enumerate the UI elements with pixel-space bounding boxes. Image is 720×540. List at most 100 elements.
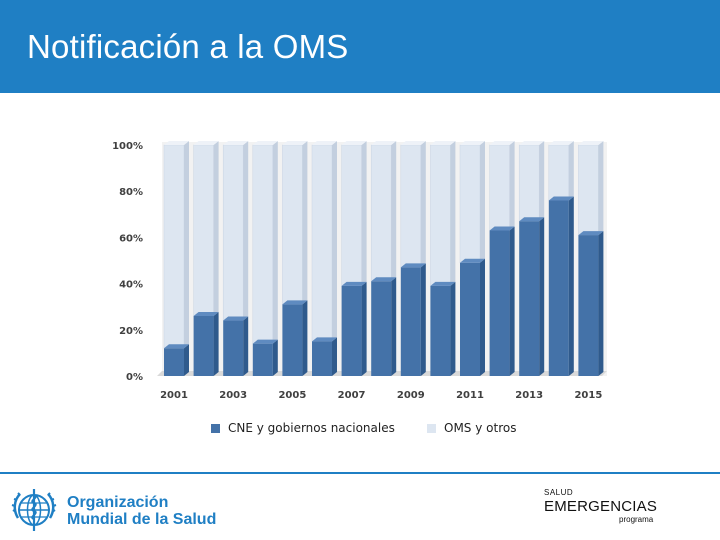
bar-oms-2008 (370, 144, 392, 282)
bar-top-cne-2003 (223, 316, 249, 321)
footer-divider (0, 472, 720, 474)
bar-top-cne-2002 (193, 311, 219, 316)
bar-top-oms-2014 (548, 141, 574, 145)
bar-side-oms-2015 (598, 141, 604, 236)
bar-top-cne-2005 (282, 300, 308, 305)
x-tick-label: 2011 (456, 390, 484, 401)
y-tick-label: 80% (119, 187, 143, 198)
legend-item-oms: OMS y otros (427, 419, 516, 437)
bar-top-oms-2010 (430, 141, 456, 145)
bar-top-oms-2009 (400, 141, 426, 145)
bar-oms-2012 (489, 144, 510, 231)
bar-top-cne-2014 (548, 196, 574, 201)
program-small-text: SALUD (544, 488, 574, 497)
bar-cne-2014 (548, 200, 569, 376)
bar-top-oms-2007 (341, 141, 367, 145)
bar-side-cne-2006 (332, 337, 337, 376)
bar-side-oms-2008 (391, 141, 397, 282)
bar-side-oms-2006 (332, 141, 337, 342)
org-name-line1: Organización (67, 494, 169, 511)
bar-side-cne-2008 (391, 277, 397, 376)
bar-side-oms-2003 (243, 141, 249, 321)
bar-top-cne-2012 (489, 226, 515, 231)
x-tick-label: 2001 (160, 390, 188, 401)
bar-top-oms-2015 (578, 141, 604, 145)
bar-oms-2006 (311, 144, 333, 342)
bar-side-cne-2011 (480, 258, 485, 376)
bar-side-cne-2003 (243, 316, 249, 376)
bar-top-oms-2002 (193, 141, 219, 145)
bar-oms-2011 (459, 144, 481, 264)
bar-cne-2013 (519, 221, 540, 376)
bar-top-cne-2006 (312, 337, 337, 342)
bar-cne-2010 (430, 285, 451, 376)
legend-label-cne: CNE y gobiernos nacionales (228, 421, 395, 435)
bar-cne-2005 (282, 304, 303, 376)
bar-top-oms-2008 (371, 141, 397, 145)
program-logo: SALUD EMERGENCIAS programa (544, 488, 658, 524)
legend-swatch-oms (427, 423, 436, 433)
bar-top-cne-2008 (371, 277, 397, 282)
bar-top-cne-2015 (578, 231, 604, 236)
legend-label-oms: OMS y otros (444, 421, 517, 435)
bar-side-cne-2014 (568, 196, 574, 376)
bar-side-cne-2004 (272, 339, 278, 376)
bar-side-oms-2004 (272, 141, 278, 344)
bar-top-oms-2013 (519, 141, 545, 145)
bar-side-oms-2012 (509, 141, 515, 231)
bar-top-oms-2005 (282, 141, 308, 145)
bar-top-oms-2006 (312, 141, 337, 145)
bar-side-oms-2014 (568, 141, 574, 201)
bar-side-oms-2011 (480, 141, 485, 263)
y-tick-label: 40% (119, 280, 143, 291)
legend-swatch-cne (211, 423, 220, 433)
program-big-text: EMERGENCIAS (544, 498, 658, 515)
bar-top-oms-2004 (252, 141, 278, 145)
x-tick-label: 2015 (574, 390, 602, 401)
bar-cne-2001 (164, 348, 184, 376)
bar-side-cne-2013 (539, 217, 545, 376)
bar-top-cne-2001 (164, 344, 189, 349)
bar-oms-2002 (193, 144, 214, 317)
bar-side-cne-2012 (509, 226, 515, 376)
bar-side-oms-2001 (184, 141, 189, 349)
x-tick-label: 2005 (278, 390, 306, 401)
bar-side-cne-2009 (420, 263, 426, 376)
bar-side-cne-2010 (450, 281, 456, 376)
bar-side-cne-2001 (184, 344, 189, 376)
y-tick-label: 60% (119, 233, 143, 244)
bar-oms-2003 (222, 144, 244, 321)
bar-top-cne-2007 (341, 281, 367, 286)
bar-cne-2011 (460, 262, 480, 376)
bar-oms-2007 (341, 144, 362, 287)
x-tick-label: 2013 (515, 390, 543, 401)
bar-top-cne-2009 (400, 263, 426, 268)
bar-side-oms-2005 (302, 141, 308, 305)
bar-top-oms-2012 (489, 141, 515, 145)
bar-oms-2004 (252, 144, 274, 344)
bar-cne-2007 (341, 285, 362, 376)
bar-side-cne-2007 (361, 281, 367, 376)
bar-cne-2003 (223, 320, 244, 376)
bar-cne-2015 (578, 235, 599, 376)
stacked-bar-chart: 0% 20% 40% 60% 80% 100% 2001 2003 2005 2007 2009 20… (112, 141, 607, 401)
bar-top-cne-2011 (460, 258, 485, 263)
bar-oms-2009 (400, 144, 422, 268)
bar-side-oms-2013 (539, 141, 545, 222)
chart: 0% 20% 40% 60% 80% 100% 2001 2003 2005 2007 2009 20… (100, 128, 620, 410)
org-name-line2: Mundial de la Salud (67, 511, 217, 528)
bar-top-oms-2011 (460, 141, 485, 145)
x-tick-label: 2009 (397, 390, 425, 401)
bar-side-cne-2015 (598, 231, 604, 376)
x-tick-label: 2007 (338, 390, 366, 401)
bar-cne-2002 (193, 315, 214, 376)
bar-oms-2013 (518, 144, 540, 222)
bar-top-oms-2003 (223, 141, 249, 145)
bar-cne-2004 (252, 343, 273, 376)
who-emblem-icon (11, 489, 57, 531)
bar-top-oms-2001 (164, 141, 189, 145)
bar-oms-2005 (282, 144, 303, 305)
bar-side-oms-2002 (213, 141, 219, 316)
x-tick-label: 2003 (219, 390, 247, 401)
bar-side-oms-2009 (420, 141, 426, 268)
